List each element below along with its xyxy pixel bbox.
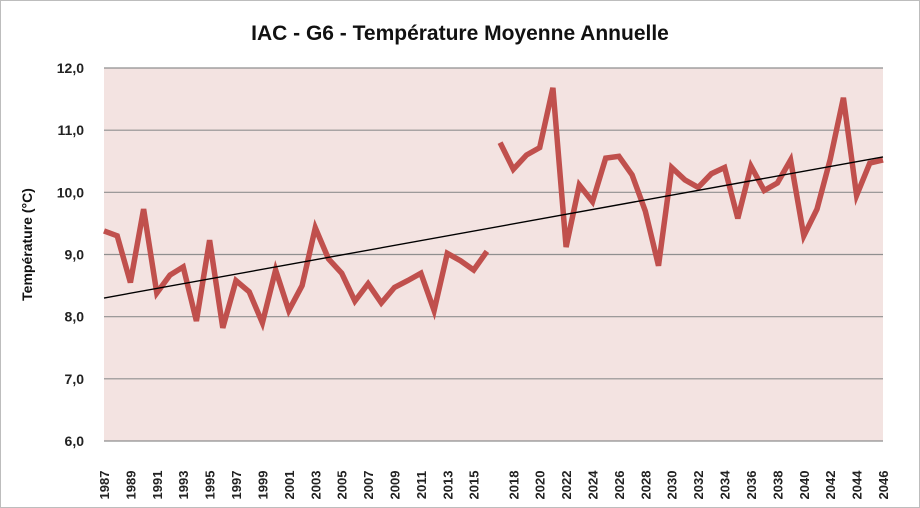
y-tick-label: 9,0 xyxy=(65,247,85,263)
x-tick-label: 1989 xyxy=(123,471,138,500)
x-tick-label: 2030 xyxy=(665,471,680,500)
y-axis-label: Température (°C) xyxy=(19,188,35,301)
x-tick-label: 2026 xyxy=(612,471,627,500)
x-tick-label: 2036 xyxy=(744,471,759,500)
temperature-series-line xyxy=(103,208,490,332)
y-tick-labels: 6,0 7,0 8,0 9,0 10,0 11,0 12,0 xyxy=(57,60,84,449)
x-tick-label: 2028 xyxy=(638,471,653,500)
x-tick-label: 1995 xyxy=(203,471,218,500)
x-tick-label: 2044 xyxy=(850,470,865,500)
x-tick-labels: 1987 1989 1991 1993 1995 1997 1999 2001 2003 2005… xyxy=(97,470,891,500)
x-tick-label: 2015 xyxy=(467,471,482,500)
trend-line xyxy=(103,156,884,299)
x-tick-label: 1997 xyxy=(229,471,244,500)
y-tick-label: 6,0 xyxy=(65,433,85,449)
gridlines xyxy=(104,67,883,442)
y-tick-label: 11,0 xyxy=(58,122,85,138)
x-tick-label: 1993 xyxy=(176,471,191,500)
x-tick-label: 2032 xyxy=(691,471,706,500)
x-tick-label: 2005 xyxy=(335,471,350,500)
x-tick-label: 1999 xyxy=(255,471,270,500)
x-tick-label: 2013 xyxy=(440,471,455,500)
x-tick-label: 2011 xyxy=(414,471,429,499)
y-tick-label: 8,0 xyxy=(65,309,85,325)
x-tick-label: 2042 xyxy=(823,471,838,500)
x-tick-label: 2003 xyxy=(308,471,323,500)
series-layer xyxy=(103,87,884,332)
x-tick-label: 2024 xyxy=(586,470,601,500)
x-tick-label: 2020 xyxy=(533,471,548,500)
x-tick-label: 2007 xyxy=(361,471,376,500)
trend-layer xyxy=(103,156,884,299)
x-tick-label: 2040 xyxy=(797,471,812,500)
x-tick-label: 2001 xyxy=(282,471,297,500)
y-tick-label: 12,0 xyxy=(57,60,84,76)
y-tick-label: 10,0 xyxy=(57,184,84,200)
x-tick-label: 1991 xyxy=(150,471,165,500)
x-tick-label: 2038 xyxy=(770,471,785,500)
x-tick-label: 2034 xyxy=(718,470,733,500)
x-tick-label: 2018 xyxy=(506,471,521,500)
x-tick-label: 2009 xyxy=(387,471,402,500)
temperature-series-line xyxy=(497,87,884,267)
chart-title: IAC - G6 - Température Moyenne Annuelle xyxy=(251,22,669,45)
x-tick-label: 2046 xyxy=(876,471,891,500)
x-tick-label: 1987 xyxy=(97,471,112,500)
x-tick-label: 2022 xyxy=(559,471,574,500)
y-tick-label: 7,0 xyxy=(65,371,85,387)
